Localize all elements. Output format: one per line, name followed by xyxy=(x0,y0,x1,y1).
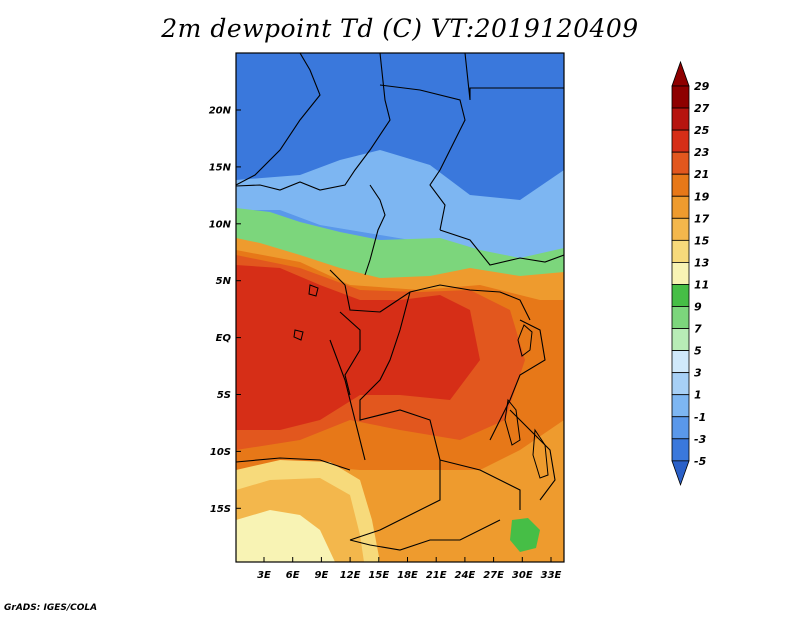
colorbar-label: 13 xyxy=(694,256,710,269)
colorbar-swatch xyxy=(671,239,690,263)
field-pale-yellow-sw xyxy=(236,510,335,562)
colorbar-label: 17 xyxy=(694,212,710,225)
colorbar-swatch xyxy=(671,261,690,285)
colorbar-swatch xyxy=(671,173,690,197)
colorbar-swatch xyxy=(671,394,690,418)
colorbar-label: 21 xyxy=(694,168,709,181)
lat-label: 15S xyxy=(210,504,231,515)
lon-label: 33E xyxy=(541,570,562,581)
colorbar-label: -5 xyxy=(694,455,707,468)
colorbar-swatch xyxy=(671,328,690,351)
lat-label: 20N xyxy=(209,106,232,117)
colorbar: 29 27 25 23 21 19 17 15 13 11 9 7 5 3 1 -1 -3 -5 xyxy=(671,60,710,487)
colorbar-label: 11 xyxy=(694,278,709,291)
colorbar-swatch xyxy=(671,129,690,153)
field-green-lake xyxy=(510,518,540,552)
colorbar-label: 29 xyxy=(694,80,710,93)
lon-label: 21E xyxy=(426,570,447,581)
longitude-axis: 3E 6E 9E 12E 15E 18E 21E 24E 27E 30E 33E xyxy=(257,557,562,581)
colorbar-label: 15 xyxy=(694,234,710,247)
colorbar-swatch xyxy=(671,372,690,396)
colorbar-swatch xyxy=(671,350,690,374)
lon-label: 3E xyxy=(257,570,271,581)
lon-label: 6E xyxy=(286,570,300,581)
colorbar-swatch xyxy=(671,284,690,307)
colorbar-swatch xyxy=(671,107,690,131)
colorbar-swatch xyxy=(671,217,690,241)
colorbar-bottom-arrow xyxy=(671,460,690,487)
colorbar-label: -3 xyxy=(694,433,707,446)
colorbar-swatch xyxy=(671,416,690,440)
lat-label: 5N xyxy=(216,276,232,287)
colorbar-label: 19 xyxy=(694,190,710,203)
colorbar-swatch xyxy=(671,306,690,329)
colorbar-label: 23 xyxy=(694,146,710,159)
lat-label: 10N xyxy=(209,219,232,230)
field-light-blue xyxy=(236,150,564,262)
map-title: 2m dewpoint Td (C) VT:2019120409 xyxy=(161,14,639,43)
colorbar-swatch xyxy=(671,438,690,462)
lat-label: EQ xyxy=(216,333,232,344)
colorbar-label: 27 xyxy=(694,102,710,115)
map-frame xyxy=(235,52,565,563)
colorbar-label: 1 xyxy=(694,389,702,402)
latitude-axis: 20N 15N 10N 5N EQ 5S 10S 15S xyxy=(209,106,241,515)
lat-label: 15N xyxy=(209,162,232,173)
lon-label: 27E xyxy=(483,570,504,581)
colorbar-label: 9 xyxy=(694,301,702,314)
colorbar-label: 25 xyxy=(694,124,710,137)
lon-label: 30E xyxy=(512,570,533,581)
field-red xyxy=(236,265,480,430)
country-borders xyxy=(236,53,564,551)
lat-label: 10S xyxy=(210,447,231,458)
colorbar-label: 5 xyxy=(694,345,702,358)
lon-label: 18E xyxy=(397,570,418,581)
lon-label: 12E xyxy=(340,570,361,581)
colorbar-swatch xyxy=(671,85,690,109)
colorbar-swatch xyxy=(671,195,690,219)
colorbar-top-arrow xyxy=(671,60,690,87)
colorbar-label: -1 xyxy=(694,411,706,424)
grads-credit: GrADS: IGES/COLA xyxy=(4,603,98,613)
map-field xyxy=(236,53,564,562)
lat-label: 5S xyxy=(217,390,231,401)
lon-label: 9E xyxy=(315,570,329,581)
colorbar-swatch xyxy=(671,151,690,175)
lon-label: 24E xyxy=(455,570,476,581)
colorbar-label: 7 xyxy=(694,323,702,336)
lon-label: 15E xyxy=(368,570,389,581)
colorbar-label: 3 xyxy=(694,367,702,380)
